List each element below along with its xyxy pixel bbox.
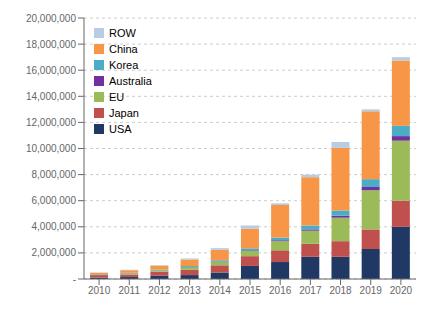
html-text:Australia: Australia <box>109 75 152 87</box>
svg-text:2011: 2011 <box>119 285 141 296</box>
svg-text:2020: 2020 <box>390 285 413 296</box>
svg-text:16,000,000: 16,000,000 <box>26 65 76 76</box>
svg-text:6,000,000: 6,000,000 <box>32 195 77 206</box>
svg-text:2015: 2015 <box>239 285 262 296</box>
svg-text:10,000,000: 10,000,000 <box>26 143 76 154</box>
html-text:Japan: Japan <box>109 107 139 119</box>
svg-text:2016: 2016 <box>269 285 292 296</box>
svg-text:8,000,000: 8,000,000 <box>32 169 77 180</box>
svg-text:4,000,000: 4,000,000 <box>32 221 77 232</box>
svg-text:20,000,000: 20,000,000 <box>26 13 76 24</box>
html-text:USA: USA <box>109 123 132 135</box>
svg-text:2010: 2010 <box>88 285 111 296</box>
html-text:Korea: Korea <box>109 59 139 71</box>
svg-text:2012: 2012 <box>148 285 171 296</box>
html-text:ROW: ROW <box>109 27 136 39</box>
svg-text:2017: 2017 <box>299 285 322 296</box>
svg-text:12,000,000: 12,000,000 <box>26 117 76 128</box>
svg-text:2,000,000: 2,000,000 <box>32 247 77 258</box>
html-text:China: China <box>109 43 138 55</box>
svg-text:2019: 2019 <box>360 285 383 296</box>
html-text:EU: EU <box>109 91 125 103</box>
svg-text:2014: 2014 <box>209 285 232 296</box>
svg-text:14,000,000: 14,000,000 <box>26 91 76 102</box>
svg-text:2018: 2018 <box>329 285 352 296</box>
svg-text:18,000,000: 18,000,000 <box>26 39 76 50</box>
svg-text:-: - <box>73 274 76 285</box>
svg-text:2013: 2013 <box>179 285 202 296</box>
